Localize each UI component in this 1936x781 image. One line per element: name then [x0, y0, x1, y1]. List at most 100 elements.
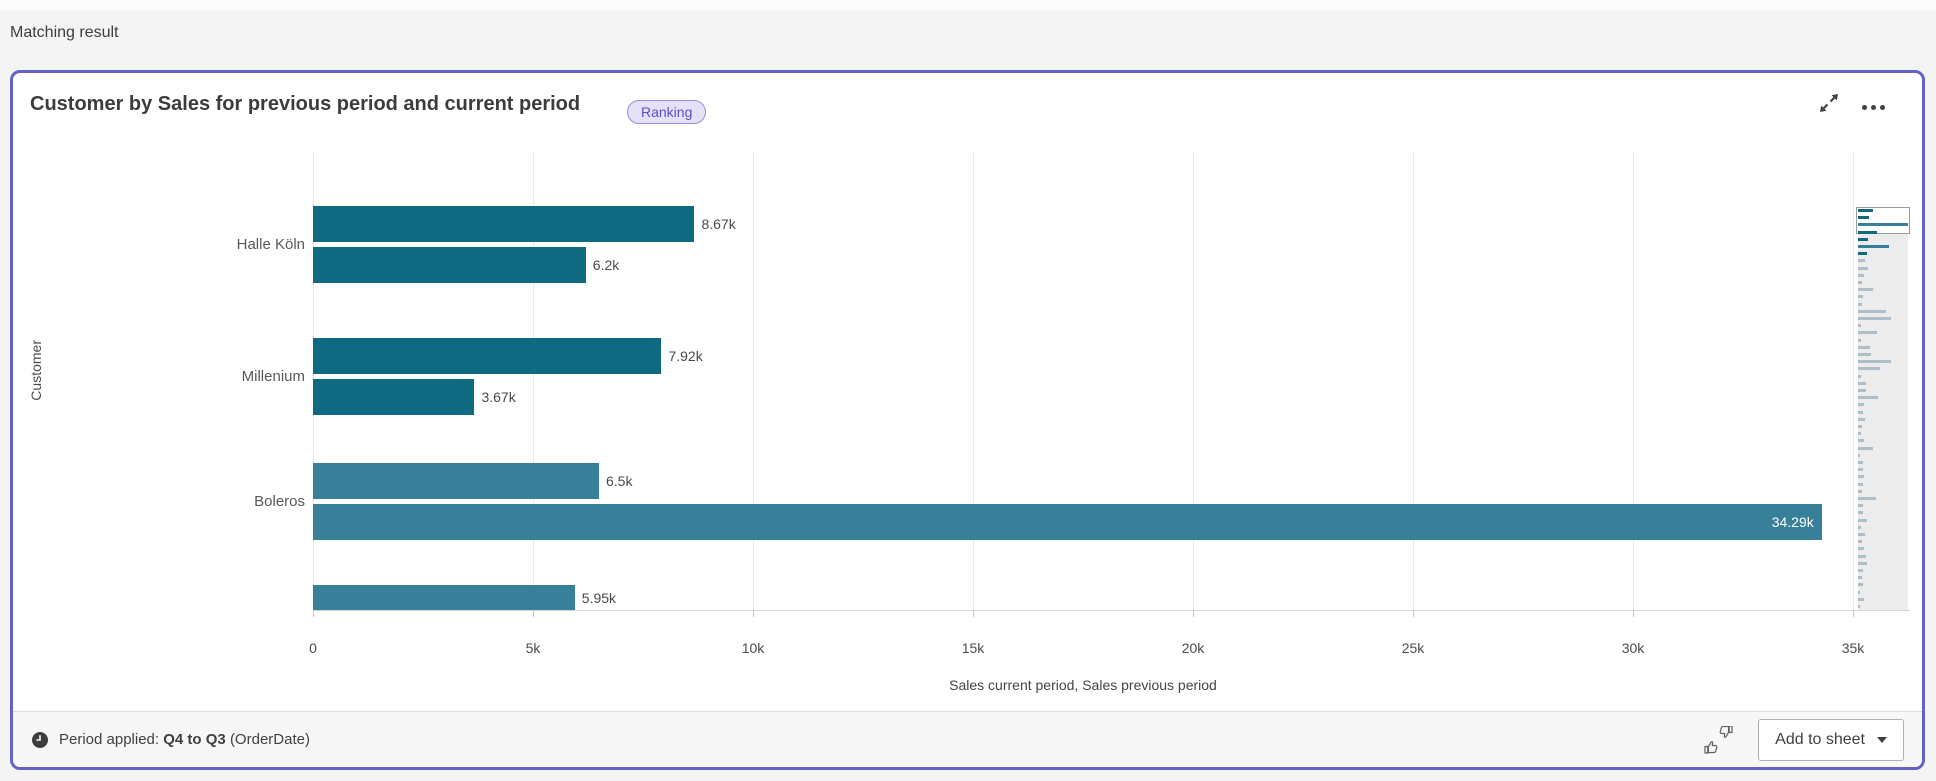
gridline — [533, 152, 534, 610]
minimap-bar — [1858, 374, 1861, 378]
minimap-bar — [1858, 475, 1864, 479]
minimap-bar — [1858, 252, 1867, 256]
bar-value-label: 34.29k — [1771, 514, 1814, 530]
x-tick-mark — [1633, 610, 1634, 617]
minimap-bar — [1858, 230, 1877, 234]
minimap-bar — [1858, 331, 1877, 335]
period-prefix: Period applied: — [59, 731, 160, 748]
minimap-bar — [1858, 381, 1866, 385]
bar[interactable] — [313, 463, 599, 499]
minimap-bar — [1858, 324, 1861, 328]
minimap-bar — [1858, 338, 1861, 342]
period-applied-text: Period applied: Q4 to Q3 (OrderDate) — [59, 731, 310, 748]
x-tick-mark — [1853, 610, 1854, 617]
x-tick-label: 30k — [1621, 640, 1645, 656]
bar[interactable] — [313, 338, 662, 374]
minimap-bar — [1858, 216, 1869, 220]
minimap-bar — [1858, 367, 1880, 371]
card-header-icons — [1816, 90, 1885, 116]
minimap-bar — [1858, 583, 1863, 587]
bar-value-label: 6.5k — [606, 473, 633, 489]
gridline — [973, 152, 974, 610]
category-label: Halle Köln — [236, 235, 305, 253]
minimap-bar — [1858, 540, 1862, 544]
minimap-bar — [1858, 605, 1860, 608]
minimap-bar — [1858, 389, 1866, 392]
x-tick-mark — [753, 610, 754, 617]
minimap-bar — [1858, 597, 1864, 601]
minimap-bar — [1858, 410, 1863, 414]
minimap-bar — [1858, 439, 1864, 443]
minimap-bar — [1858, 533, 1865, 536]
top-strip — [0, 0, 1936, 10]
minimap-bar — [1858, 317, 1891, 320]
minimap-bar — [1858, 482, 1863, 486]
bar-value-label: 5.95k — [581, 589, 617, 606]
chart-minimap[interactable] — [1858, 207, 1908, 610]
category-label: Millenium — [241, 367, 305, 385]
minimap-bar — [1858, 417, 1865, 421]
minimap-bar — [1858, 554, 1866, 558]
minimap-bar — [1858, 489, 1862, 493]
bar[interactable] — [313, 206, 695, 242]
minimap-bar — [1858, 576, 1862, 580]
minimap-bar — [1858, 461, 1863, 464]
minimap-bar — [1858, 525, 1861, 529]
minimap-bar — [1858, 281, 1862, 284]
minimap-bar — [1858, 295, 1863, 299]
x-axis-line — [313, 610, 1910, 611]
x-tick-label: 20k — [1181, 640, 1205, 656]
minimap-bar — [1858, 353, 1871, 356]
more-options-icon[interactable] — [1862, 104, 1885, 110]
bar[interactable] — [313, 585, 575, 610]
minimap-bar — [1858, 561, 1867, 565]
minimap-bar — [1858, 266, 1868, 270]
minimap-bar — [1858, 360, 1891, 364]
add-to-sheet-label: Add to sheet — [1775, 730, 1865, 748]
minimap-bar — [1858, 511, 1863, 515]
minimap-bar — [1858, 403, 1864, 407]
minimap-bar — [1858, 345, 1870, 349]
gridline — [1853, 152, 1854, 610]
x-axis-title: Sales current period, Sales previous per… — [949, 677, 1217, 693]
chart-title: Customer by Sales for previous period an… — [30, 93, 581, 115]
minimap-bar — [1858, 504, 1863, 508]
bar[interactable] — [313, 504, 1822, 540]
minimap-bar — [1858, 425, 1862, 428]
x-tick-mark — [1193, 610, 1194, 617]
bar-value-label: 3.67k — [481, 389, 516, 405]
minimap-bar — [1858, 209, 1873, 212]
x-tick-label: 25k — [1401, 640, 1425, 656]
bar[interactable] — [313, 247, 586, 283]
minimap-bar — [1858, 453, 1860, 457]
category-label: Boleros — [254, 492, 305, 510]
bar[interactable] — [313, 379, 475, 415]
minimap-bar — [1858, 237, 1868, 241]
matching-result-heading: Matching result — [10, 24, 119, 41]
bar-value-label: 8.67k — [701, 216, 736, 232]
dropdown-caret-icon — [1877, 736, 1887, 743]
x-tick-mark — [313, 610, 314, 617]
minimap-bar — [1858, 223, 1908, 227]
x-tick-label: 0 — [309, 640, 317, 656]
insight-card — [10, 70, 1925, 770]
add-to-sheet-button[interactable]: Add to sheet — [1758, 718, 1904, 761]
y-axis-title: Customer — [28, 340, 44, 401]
minimap-bar — [1858, 446, 1873, 450]
minimap-bar — [1858, 569, 1863, 572]
minimap-bar — [1858, 497, 1876, 500]
gridline — [753, 152, 754, 610]
x-tick-label: 15k — [961, 640, 985, 656]
clock-icon — [32, 731, 48, 748]
ranking-badge: Ranking — [627, 100, 707, 124]
gridline — [1633, 152, 1634, 610]
x-tick-label: 10k — [741, 640, 765, 656]
gridline — [1193, 152, 1194, 610]
x-tick-label: 35k — [1841, 640, 1865, 656]
minimap-bar — [1858, 590, 1860, 594]
card-footer: Period applied: Q4 to Q3 (OrderDate) Add… — [13, 711, 1922, 767]
expand-icon[interactable] — [1816, 90, 1842, 116]
minimap-bar — [1858, 547, 1864, 551]
bar-value-label: 7.92k — [668, 348, 703, 364]
thumbs-feedback-icon[interactable] — [1704, 725, 1734, 754]
